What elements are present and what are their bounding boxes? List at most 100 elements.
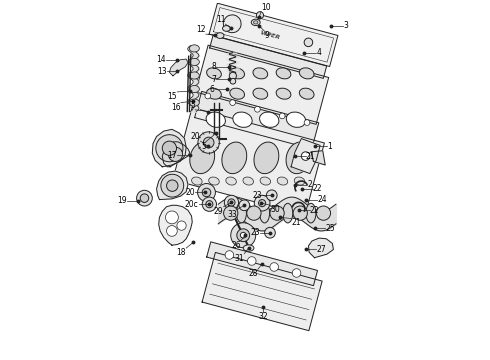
Circle shape xyxy=(224,195,239,210)
Text: 21: 21 xyxy=(292,219,301,228)
Text: 25: 25 xyxy=(325,224,335,233)
Text: 9: 9 xyxy=(265,31,270,40)
Circle shape xyxy=(140,194,149,202)
Polygon shape xyxy=(311,151,325,165)
Text: 21: 21 xyxy=(306,152,315,161)
Polygon shape xyxy=(209,3,338,67)
Ellipse shape xyxy=(189,72,199,79)
Text: 32: 32 xyxy=(258,312,268,321)
Polygon shape xyxy=(210,36,327,78)
Ellipse shape xyxy=(207,88,221,99)
Polygon shape xyxy=(159,205,192,245)
Circle shape xyxy=(254,195,270,211)
Text: 2: 2 xyxy=(307,180,312,189)
Text: 5: 5 xyxy=(201,142,206,151)
Circle shape xyxy=(169,147,183,161)
Text: 18: 18 xyxy=(177,248,186,257)
Text: 26: 26 xyxy=(231,241,241,250)
Ellipse shape xyxy=(206,112,225,127)
Text: 13: 13 xyxy=(157,67,167,76)
Ellipse shape xyxy=(230,68,245,79)
Ellipse shape xyxy=(260,203,270,223)
Ellipse shape xyxy=(286,112,306,127)
Text: 6: 6 xyxy=(210,85,215,94)
Circle shape xyxy=(137,190,152,206)
Circle shape xyxy=(265,228,275,238)
Ellipse shape xyxy=(306,203,316,223)
Circle shape xyxy=(225,251,234,259)
Polygon shape xyxy=(195,91,319,149)
Circle shape xyxy=(206,201,213,208)
Circle shape xyxy=(241,232,246,238)
Circle shape xyxy=(304,38,313,47)
Circle shape xyxy=(256,12,264,19)
Circle shape xyxy=(270,206,284,220)
Text: 3: 3 xyxy=(343,22,348,31)
Circle shape xyxy=(292,269,301,277)
Text: 4: 4 xyxy=(317,48,321,57)
Circle shape xyxy=(267,190,277,201)
Ellipse shape xyxy=(253,21,258,24)
Circle shape xyxy=(231,223,256,248)
Text: 20: 20 xyxy=(185,188,195,197)
Polygon shape xyxy=(173,108,324,215)
Text: 11: 11 xyxy=(216,15,225,24)
Circle shape xyxy=(293,206,307,220)
Text: 24: 24 xyxy=(317,195,327,204)
Ellipse shape xyxy=(189,58,199,66)
Ellipse shape xyxy=(299,68,314,79)
Ellipse shape xyxy=(192,177,202,185)
Ellipse shape xyxy=(299,88,314,99)
Text: 23: 23 xyxy=(252,191,262,200)
Text: 30: 30 xyxy=(270,205,280,214)
Circle shape xyxy=(167,226,177,236)
Polygon shape xyxy=(202,252,322,331)
Circle shape xyxy=(317,206,331,220)
Ellipse shape xyxy=(237,203,246,223)
Circle shape xyxy=(239,200,249,211)
Text: 29: 29 xyxy=(214,207,223,216)
Circle shape xyxy=(167,180,178,192)
Circle shape xyxy=(247,206,261,220)
Ellipse shape xyxy=(222,142,247,174)
Ellipse shape xyxy=(283,203,293,223)
Circle shape xyxy=(162,141,176,156)
Text: 15: 15 xyxy=(168,92,177,101)
Ellipse shape xyxy=(243,245,254,251)
Circle shape xyxy=(197,184,216,201)
Ellipse shape xyxy=(233,112,252,127)
Ellipse shape xyxy=(294,177,305,185)
Circle shape xyxy=(166,211,178,224)
Polygon shape xyxy=(196,45,329,124)
Polygon shape xyxy=(157,171,188,199)
Ellipse shape xyxy=(243,177,253,185)
Text: 1: 1 xyxy=(327,141,332,150)
Ellipse shape xyxy=(230,88,245,99)
Text: 27: 27 xyxy=(317,245,326,254)
Ellipse shape xyxy=(253,68,268,79)
Ellipse shape xyxy=(209,177,219,185)
Text: 20: 20 xyxy=(191,132,200,141)
Circle shape xyxy=(156,135,183,162)
Polygon shape xyxy=(214,8,334,62)
Text: 33: 33 xyxy=(227,210,237,219)
Ellipse shape xyxy=(189,99,199,106)
Circle shape xyxy=(161,174,184,197)
Ellipse shape xyxy=(207,68,221,79)
Text: 17: 17 xyxy=(168,151,177,160)
Polygon shape xyxy=(207,242,318,285)
Ellipse shape xyxy=(260,177,270,185)
Text: 22: 22 xyxy=(310,206,319,215)
Ellipse shape xyxy=(260,112,279,127)
Ellipse shape xyxy=(216,33,224,39)
Ellipse shape xyxy=(286,142,311,174)
Ellipse shape xyxy=(189,85,199,93)
Polygon shape xyxy=(170,59,188,76)
Circle shape xyxy=(259,199,266,207)
Ellipse shape xyxy=(189,45,199,52)
Ellipse shape xyxy=(226,177,236,185)
Circle shape xyxy=(223,15,241,33)
Text: 19: 19 xyxy=(117,196,126,205)
Ellipse shape xyxy=(222,26,230,31)
Circle shape xyxy=(270,263,278,271)
